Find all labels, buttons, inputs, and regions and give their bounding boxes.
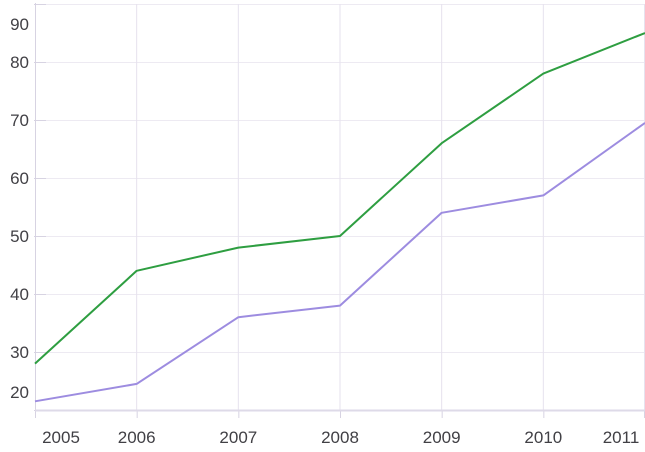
y-axis-label: 30 [10,343,29,362]
y-axis-label: 20 [10,383,29,402]
x-axis-label: 2008 [321,428,359,447]
y-axis-label: 50 [10,227,29,246]
y-axis-label: 60 [10,169,29,188]
series-line-purple-series[interactable] [34,122,645,403]
y-axis-label: 40 [10,285,29,304]
x-axis-label: 2009 [423,428,461,447]
y-axis-label: 70 [10,111,29,130]
series-line-green-series[interactable] [34,32,645,365]
x-axis-label: 2007 [219,428,257,447]
x-axis-label: 2005 [42,428,80,447]
x-axis-label: 2011 [603,428,640,447]
x-axis-label: 2006 [118,428,156,447]
x-axis-label: 2010 [524,428,562,447]
y-axis-label: 80 [10,53,29,72]
y-axis-label: 90 [10,15,29,34]
